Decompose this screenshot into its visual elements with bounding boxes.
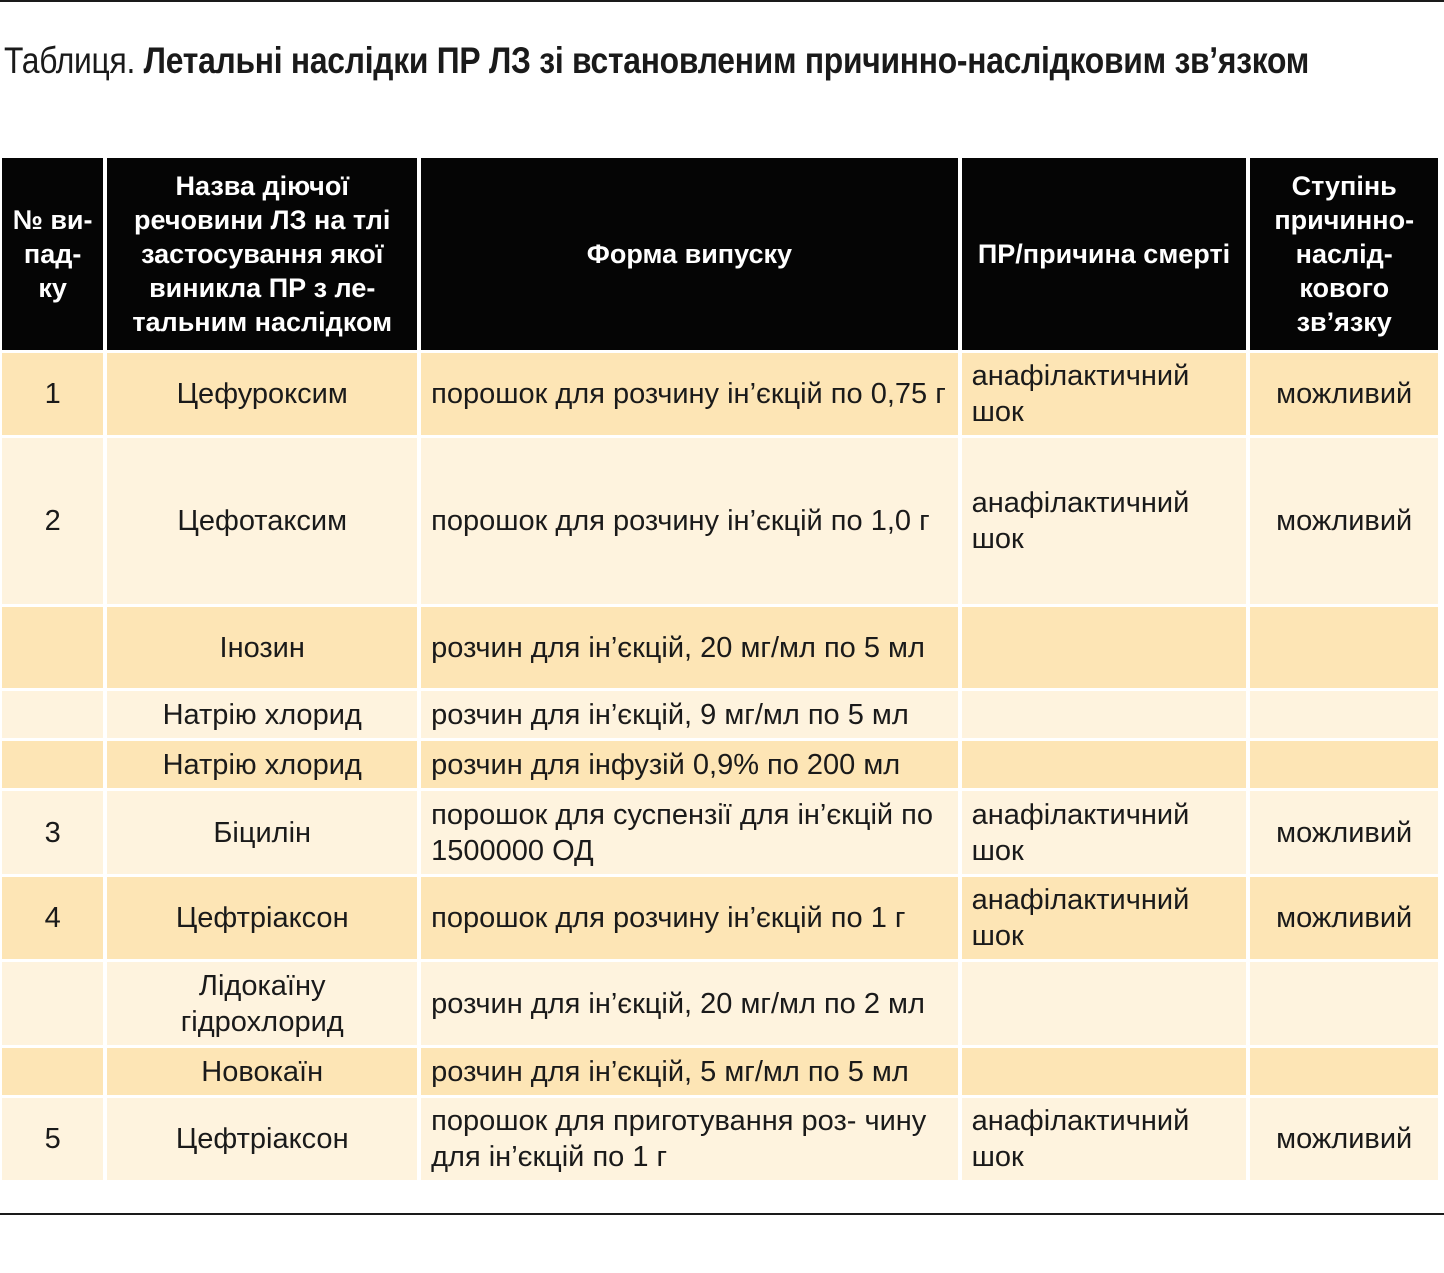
case-number — [2, 607, 104, 688]
case-number: 5 — [2, 1098, 104, 1180]
substance-name: Цефуроксим — [107, 353, 418, 435]
reaction-cause: анафілактичний шок — [961, 791, 1247, 874]
reaction-cause — [961, 962, 1247, 1045]
reaction-cause: анафілактичний шок — [961, 1098, 1247, 1180]
causality-degree: можливий — [1250, 877, 1438, 959]
table-caption: Таблиця. Летальні наслідки ПР ЛЗ зі вста… — [4, 36, 1423, 85]
causality-degree: можливий — [1250, 791, 1438, 874]
reaction-cause — [961, 1048, 1247, 1095]
release-form: розчин для ін’єкцій, 20 мг/мл по 2 мл — [421, 962, 958, 1045]
substance-name: Інозин — [107, 607, 418, 688]
header-substance: Назва діючої речовини ЛЗ на тлі застосув… — [107, 158, 418, 350]
case-number: 3 — [2, 791, 104, 874]
case-number: 1 — [2, 353, 104, 435]
table-row: Натрію хлорид розчин для інфузій 0,9% по… — [2, 741, 1438, 788]
header-case-number: № ви- пад- ку — [2, 158, 104, 350]
table-row: 4 Цефтріаксон порошок для розчину ін’єкц… — [2, 877, 1438, 959]
substance-name: Натрію хлорид — [107, 691, 418, 738]
adverse-reactions-table: № ви- пад- ку Назва діючої речовини ЛЗ н… — [0, 155, 1442, 1183]
table-row: 1 Цефуроксим порошок для розчину ін’єкці… — [2, 353, 1438, 435]
release-form: порошок для суспензії для ін’єкцій по 15… — [421, 791, 958, 874]
table-row: 3 Біцилін порошок для суспензії для ін’є… — [2, 791, 1438, 874]
table-row: Натрію хлорид розчин для ін’єкцій, 9 мг/… — [2, 691, 1438, 738]
caption-title: Летальні наслідки ПР ЛЗ зі встановленим … — [143, 40, 1310, 81]
case-number: 4 — [2, 877, 104, 959]
substance-name: Цефотаксим — [107, 438, 418, 604]
header-causality-degree: Ступінь причинно- наслід- кового зв’язку — [1250, 158, 1438, 350]
release-form: порошок для приготування роз- чину для і… — [421, 1098, 958, 1180]
reaction-cause: анафілактичний шок — [961, 438, 1247, 604]
substance-name: Біцилін — [107, 791, 418, 874]
header-reaction-cause: ПР/причина смерті — [961, 158, 1247, 350]
causality-degree — [1250, 691, 1438, 738]
reaction-cause: анафілактичний шок — [961, 877, 1247, 959]
case-number — [2, 1048, 104, 1095]
substance-name: Цефтріаксон — [107, 1098, 418, 1180]
table-row: 5 Цефтріаксон порошок для приготування р… — [2, 1098, 1438, 1180]
table-row: Інозин розчин для ін’єкцій, 20 мг/мл по … — [2, 607, 1438, 688]
release-form: порошок для розчину ін’єкцій по 1,0 г — [421, 438, 958, 604]
release-form: порошок для розчину ін’єкцій по 1 г — [421, 877, 958, 959]
caption-prefix: Таблиця. — [4, 40, 136, 81]
case-number — [2, 741, 104, 788]
release-form: розчин для ін’єкцій, 20 мг/мл по 5 мл — [421, 607, 958, 688]
reaction-cause — [961, 607, 1247, 688]
causality-degree: можливий — [1250, 353, 1438, 435]
substance-name: Новокаїн — [107, 1048, 418, 1095]
top-rule — [0, 0, 1444, 2]
substance-name: Натрію хлорид — [107, 741, 418, 788]
case-number: 2 — [2, 438, 104, 604]
causality-degree: можливий — [1250, 1098, 1438, 1180]
release-form: розчин для інфузій 0,9% по 200 мл — [421, 741, 958, 788]
case-number — [2, 962, 104, 1045]
table-row: 2 Цефотаксим порошок для розчину ін’єкці… — [2, 438, 1438, 604]
release-form: порошок для розчину ін’єкцій по 0,75 г — [421, 353, 958, 435]
case-number — [2, 691, 104, 738]
causality-degree: можливий — [1250, 438, 1438, 604]
table-row: Новокаїн розчин для ін’єкцій, 5 мг/мл по… — [2, 1048, 1438, 1095]
bottom-rule — [0, 1213, 1444, 1215]
substance-name: Цефтріаксон — [107, 877, 418, 959]
causality-degree — [1250, 1048, 1438, 1095]
causality-degree — [1250, 607, 1438, 688]
release-form: розчин для ін’єкцій, 5 мг/мл по 5 мл — [421, 1048, 958, 1095]
reaction-cause: анафілактичний шок — [961, 353, 1247, 435]
release-form: розчин для ін’єкцій, 9 мг/мл по 5 мл — [421, 691, 958, 738]
reaction-cause — [961, 741, 1247, 788]
table-row: Лідокаїну гідрохлорид розчин для ін’єкці… — [2, 962, 1438, 1045]
causality-degree — [1250, 741, 1438, 788]
reaction-cause — [961, 691, 1247, 738]
causality-degree — [1250, 962, 1438, 1045]
table-header-row: № ви- пад- ку Назва діючої речовини ЛЗ н… — [2, 158, 1438, 350]
substance-name: Лідокаїну гідрохлорид — [107, 962, 418, 1045]
header-release-form: Форма випуску — [421, 158, 958, 350]
